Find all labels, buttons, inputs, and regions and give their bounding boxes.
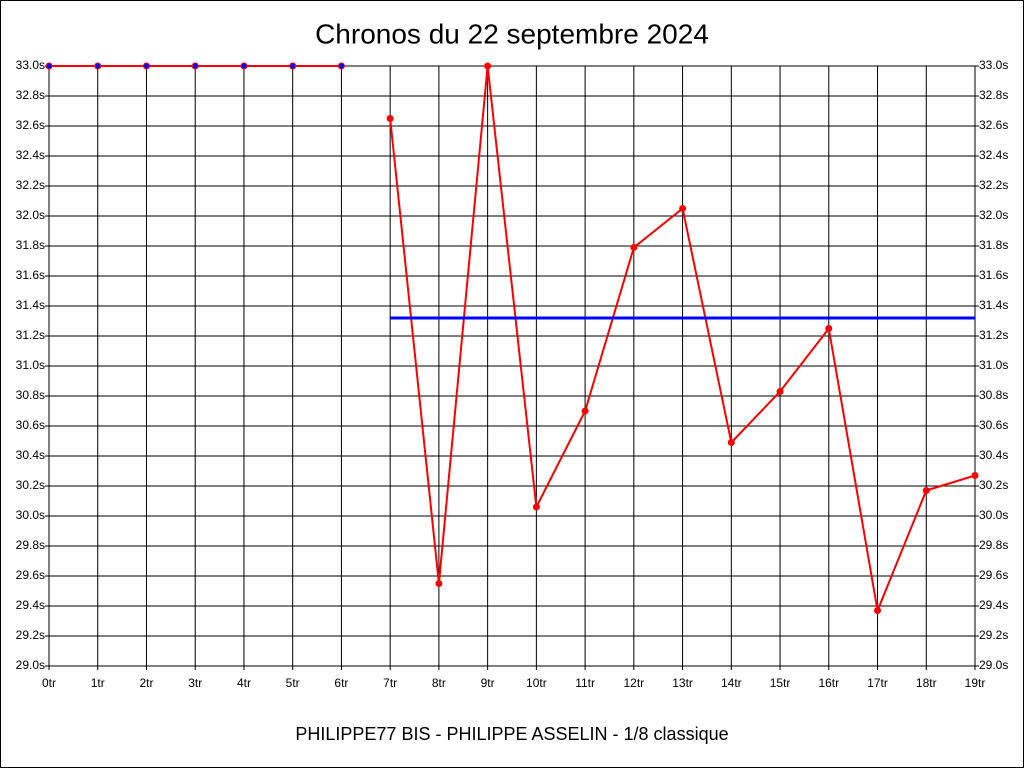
- x-tick-label: 5tr: [286, 676, 300, 690]
- y2-tick-label: 31.4s: [979, 298, 1008, 312]
- data-point: [435, 580, 443, 587]
- y-tick-label: 32.2s: [16, 178, 45, 192]
- y-tick-label: 31.0s: [16, 358, 45, 372]
- data-point: [532, 503, 540, 511]
- y2-tick-label: 29.2s: [979, 628, 1008, 642]
- data-point: [776, 388, 784, 395]
- data-point: [94, 62, 102, 70]
- y-tick-label: 33.0s: [16, 58, 45, 72]
- x-tick-label: 11tr: [575, 676, 595, 690]
- data-point: [337, 62, 345, 70]
- y-tick-label: 31.2s: [16, 328, 45, 342]
- y-tick-label: 29.0s: [16, 658, 45, 672]
- x-tick-label: 7tr: [383, 676, 397, 690]
- data-point: [825, 325, 833, 332]
- y-tick-label: 31.4s: [16, 298, 45, 312]
- data-point: [45, 62, 53, 70]
- x-tick-label: 0tr: [42, 676, 56, 690]
- data-point: [630, 244, 638, 251]
- data-point: [484, 62, 492, 70]
- x-tick-label: 15tr: [770, 676, 791, 690]
- data-point: [581, 407, 589, 415]
- x-tick-label: 9tr: [481, 676, 495, 690]
- x-tick-label: 16tr: [818, 676, 839, 690]
- data-point: [142, 62, 150, 70]
- y2-tick-label: 29.8s: [979, 538, 1008, 552]
- y-tick-label: 32.6s: [16, 118, 45, 132]
- data-point: [289, 62, 297, 70]
- y-tick-label: 31.8s: [16, 238, 45, 252]
- y-tick-label: 30.6s: [16, 418, 45, 432]
- x-tick-label: 6tr: [334, 676, 348, 690]
- data-point: [191, 62, 199, 70]
- y-tick-label: 30.2s: [16, 478, 45, 492]
- y-tick-label: 29.2s: [16, 628, 45, 642]
- y2-tick-label: 29.4s: [979, 598, 1008, 612]
- y2-tick-label: 30.4s: [979, 448, 1008, 462]
- y-tick-label: 30.0s: [16, 508, 45, 522]
- x-tick-label: 18tr: [916, 676, 937, 690]
- x-tick-label: 13tr: [672, 676, 693, 690]
- y2-tick-label: 31.0s: [979, 358, 1008, 372]
- y2-tick-label: 32.8s: [979, 88, 1008, 102]
- chart-subtitle: PHILIPPE77 BIS - PHILIPPE ASSELIN - 1/8 …: [295, 724, 728, 744]
- data-point: [922, 487, 930, 494]
- y-tick-label: 29.4s: [16, 598, 45, 612]
- y2-tick-label: 32.6s: [979, 118, 1008, 132]
- data-point: [874, 607, 882, 614]
- y2-tick-label: 30.0s: [979, 508, 1008, 522]
- y2-tick-label: 33.0s: [979, 58, 1008, 72]
- y-tick-label: 31.6s: [16, 268, 45, 282]
- y2-tick-label: 31.8s: [979, 238, 1008, 252]
- y-tick-label: 32.0s: [16, 208, 45, 222]
- y2-tick-label: 31.2s: [979, 328, 1008, 342]
- y2-tick-label: 30.8s: [979, 388, 1008, 402]
- x-tick-label: 17tr: [867, 676, 888, 690]
- y2-tick-label: 31.6s: [979, 268, 1008, 282]
- y-tick-label: 30.8s: [16, 388, 45, 402]
- y2-tick-label: 32.2s: [979, 178, 1008, 192]
- x-tick-label: 14tr: [721, 676, 742, 690]
- data-point: [971, 472, 979, 479]
- x-tick-label: 3tr: [188, 676, 202, 690]
- y-tick-label: 32.8s: [16, 88, 45, 102]
- y2-tick-label: 32.4s: [979, 148, 1008, 162]
- y-tick-label: 29.8s: [16, 538, 45, 552]
- y-tick-label: 30.4s: [16, 448, 45, 462]
- y2-tick-label: 30.2s: [979, 478, 1008, 492]
- y2-tick-label: 30.6s: [979, 418, 1008, 432]
- x-tick-label: 12tr: [623, 676, 644, 690]
- data-point: [679, 205, 687, 212]
- y2-tick-label: 32.0s: [979, 208, 1008, 222]
- data-point: [240, 62, 248, 70]
- y2-tick-label: 29.6s: [979, 568, 1008, 582]
- x-tick-label: 19tr: [965, 676, 986, 690]
- x-tick-label: 8tr: [432, 676, 446, 690]
- y-tick-label: 29.6s: [16, 568, 45, 582]
- x-tick-label: 10tr: [526, 676, 547, 690]
- plot-frame: [48, 65, 976, 667]
- y-tick-label: 32.4s: [16, 148, 45, 162]
- x-tick-label: 2tr: [139, 676, 153, 690]
- x-tick-label: 1tr: [91, 676, 105, 690]
- data-point: [727, 439, 735, 446]
- y2-tick-label: 29.0s: [979, 658, 1008, 672]
- x-tick-label: 4tr: [237, 676, 251, 690]
- chart-title: Chronos du 22 septembre 2024: [315, 18, 709, 49]
- data-point: [386, 115, 394, 122]
